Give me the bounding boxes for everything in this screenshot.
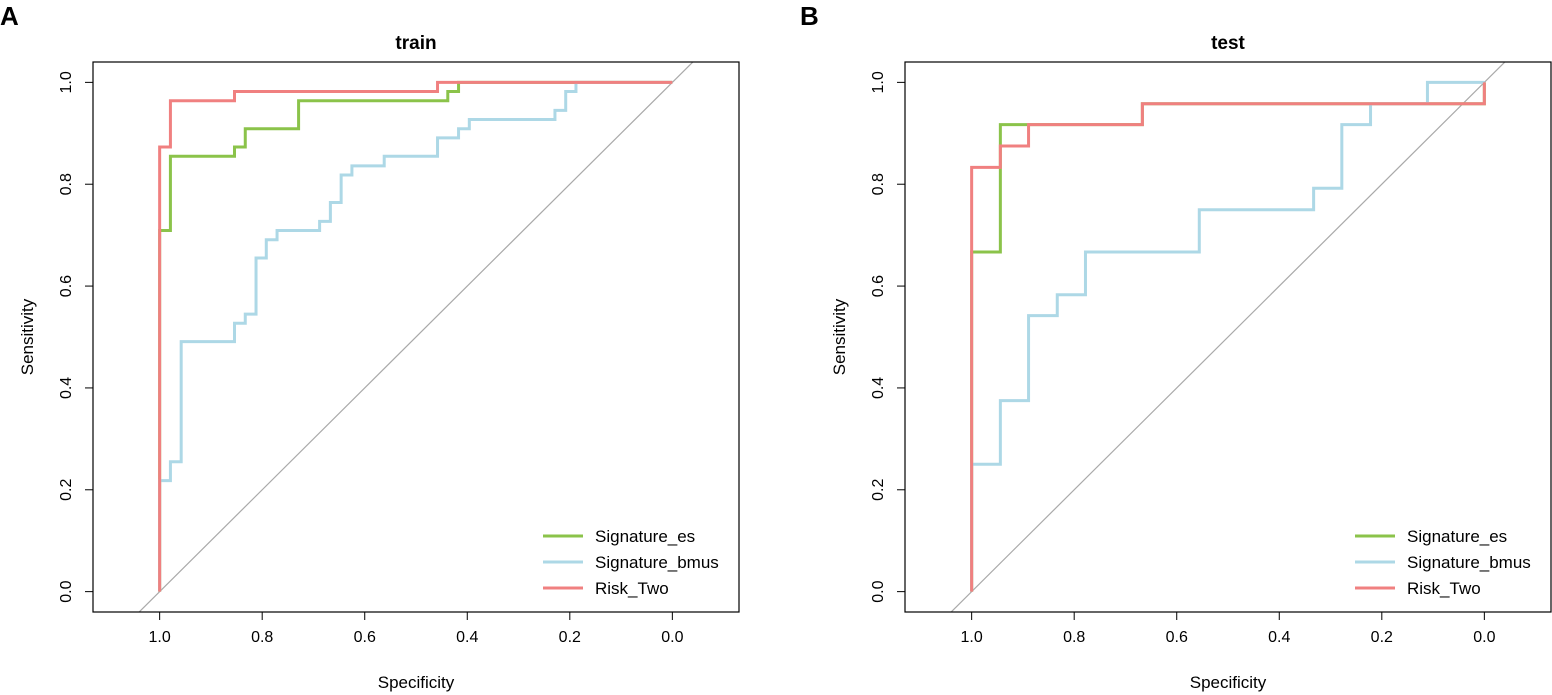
- chart-title: test: [1211, 33, 1245, 54]
- x-tick-label: 0.6: [354, 629, 376, 646]
- panel-label: A: [0, 1, 19, 31]
- legend-label: Signature_bmus: [595, 553, 719, 572]
- x-tick-label: 0.0: [661, 629, 683, 646]
- y-tick-label: 1.0: [870, 71, 887, 93]
- y-tick-label: 0.0: [58, 580, 75, 602]
- legend: Signature_es Signature_bmus Risk_Two: [543, 527, 719, 598]
- x-tick-label: 1.0: [149, 629, 171, 646]
- y-tick-label: 0.6: [58, 275, 75, 297]
- diagonal-reference-line: [950, 62, 1506, 612]
- panel-label: B: [800, 1, 819, 31]
- y-tick-label: 0.2: [58, 479, 75, 501]
- roc-curve-signature-bmus: [970, 80, 1485, 592]
- legend-label: Risk_Two: [595, 579, 669, 598]
- y-tick-label: 0.4: [58, 377, 75, 399]
- y-tick-label: 0.2: [870, 479, 887, 501]
- legend-label: Risk_Two: [1407, 579, 1481, 598]
- legend: Signature_es Signature_bmus Risk_Two: [1355, 527, 1531, 598]
- y-tick-label: 0.0: [870, 580, 887, 602]
- x-tick-label: 0.2: [1371, 629, 1393, 646]
- x-tick-label: 0.0: [1473, 629, 1495, 646]
- x-tick-label: 0.2: [559, 629, 581, 646]
- y-tick-label: 0.8: [870, 173, 887, 195]
- x-tick-label: 1.0: [961, 629, 983, 646]
- x-tick-label: 0.4: [456, 629, 478, 646]
- x-axis-title: Specificity: [378, 673, 455, 692]
- legend-label: Signature_es: [595, 527, 695, 546]
- x-tick-label: 0.8: [1063, 629, 1085, 646]
- x-tick-label: 0.6: [1166, 629, 1188, 646]
- y-tick-label: 0.8: [58, 173, 75, 195]
- roc-curve-signature-es: [158, 80, 673, 592]
- legend-label: Signature_bmus: [1407, 553, 1531, 572]
- y-tick-label: 0.6: [870, 275, 887, 297]
- y-tick-label: 1.0: [58, 71, 75, 93]
- roc-curve-risk-two: [158, 80, 673, 592]
- y-tick-label: 0.4: [870, 377, 887, 399]
- diagonal-reference-line: [138, 62, 694, 612]
- x-tick-label: 0.8: [251, 629, 273, 646]
- roc-curve-signature-bmus: [158, 80, 673, 592]
- legend-label: Signature_es: [1407, 527, 1507, 546]
- chart-title: train: [395, 33, 436, 54]
- y-axis-title: Sensitivity: [18, 298, 37, 375]
- y-axis-title: Sensitivity: [830, 298, 849, 375]
- x-axis-title: Specificity: [1190, 673, 1267, 692]
- x-tick-label: 0.4: [1268, 629, 1290, 646]
- roc-curve-risk-two: [970, 82, 1486, 592]
